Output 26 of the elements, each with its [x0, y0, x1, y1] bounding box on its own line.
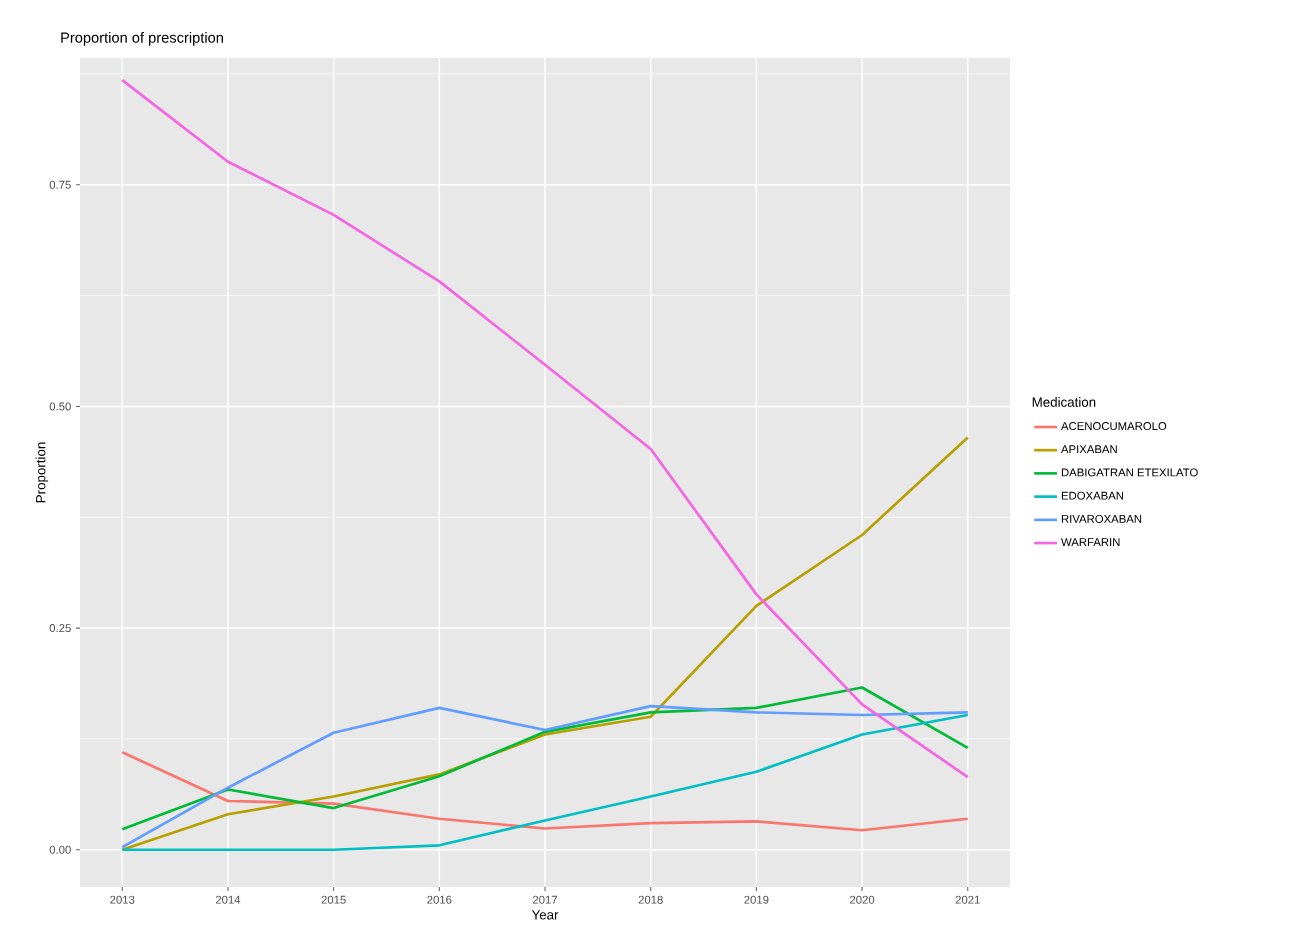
- y-tick-label: 0.75: [49, 180, 71, 189]
- legend-label: ACENOCUMAROLO: [1061, 422, 1167, 431]
- y-axis-title: Proportion: [35, 442, 49, 503]
- legend-label: DABIGATRAN ETEXILATO: [1061, 468, 1198, 477]
- legend-label: EDOXABAN: [1061, 491, 1124, 500]
- legend-label: APIXABAN: [1061, 445, 1117, 454]
- y-tick-label: 0.50: [49, 402, 71, 411]
- x-tick-label: 2021: [955, 895, 980, 904]
- x-tick-label: 2017: [532, 895, 558, 904]
- line-series: [120, 750, 970, 832]
- x-tick-label: 2014: [215, 895, 241, 904]
- x-tick-label: 2013: [110, 895, 135, 904]
- x-tick-label: 2018: [638, 895, 663, 904]
- y-tick-label: 0.00: [49, 845, 71, 854]
- line-series: [120, 78, 970, 779]
- legend-label: RIVAROXABAN: [1061, 514, 1142, 523]
- y-tick-label: 0.25: [49, 624, 71, 633]
- x-tick-label: 2015: [321, 895, 346, 904]
- x-tick-label: 2019: [744, 895, 769, 904]
- x-axis-title: Year: [531, 910, 559, 920]
- chart-title: Proportion of prescription: [61, 32, 223, 46]
- legend-label: WARFARIN: [1061, 538, 1120, 546]
- legend-title: Medication: [1032, 397, 1096, 407]
- x-tick-label: 2020: [850, 895, 875, 904]
- line-series: [120, 686, 970, 831]
- x-tick-label: 2016: [427, 895, 452, 904]
